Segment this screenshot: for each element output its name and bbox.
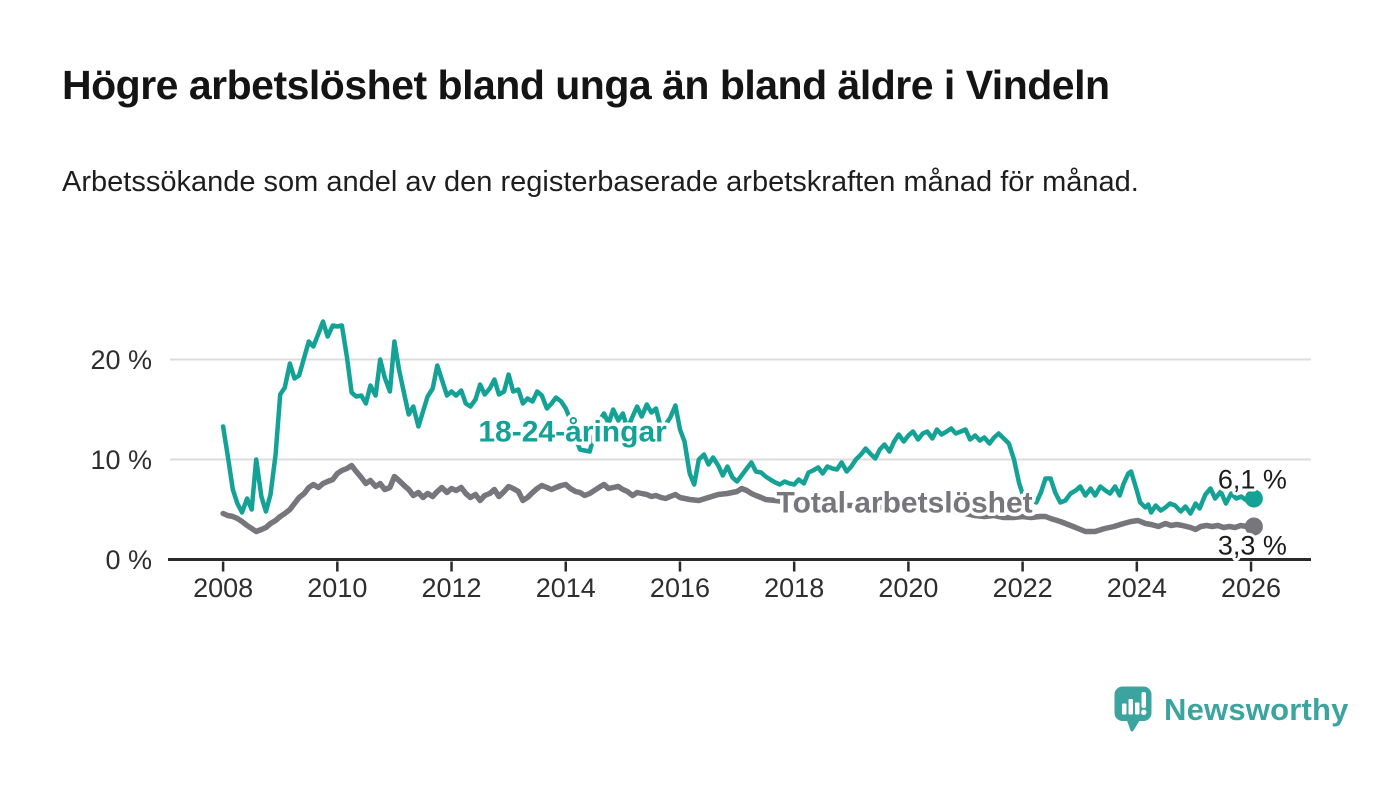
- page-title: Högre arbetslöshet bland unga än bland ä…: [62, 62, 1110, 108]
- x-tick-label: 2020: [878, 573, 938, 603]
- brand-name: Newsworthy: [1164, 692, 1349, 727]
- x-tick-label: 2018: [764, 573, 824, 603]
- series-end-dot: [1244, 517, 1263, 536]
- series-label: Total arbetslöshet: [776, 487, 1032, 520]
- series-line-Total arbetslöshet: [220, 462, 1257, 535]
- x-tick-label: 2016: [650, 573, 710, 603]
- newsworthy-logo-icon: [1114, 686, 1152, 732]
- x-tick-label: 2014: [536, 573, 596, 603]
- x-tick-label: 2008: [193, 573, 253, 603]
- x-tick-label: 2022: [993, 573, 1053, 603]
- y-tick-label: 20 %: [90, 345, 152, 375]
- series-line-18-24-åringar: [220, 319, 1257, 516]
- x-tick-label: 2024: [1107, 573, 1167, 603]
- x-tick-label: 2026: [1221, 573, 1281, 603]
- brand-footer: Newsworthy: [1114, 684, 1349, 736]
- y-tick-label: 0 %: [105, 545, 152, 575]
- page-subtitle: Arbetssökande som andel av den registerb…: [62, 166, 1139, 198]
- x-tick-label: 2012: [421, 573, 481, 603]
- series-label: 18-24-åringar: [478, 416, 667, 449]
- series-end-value-label: 3,3 %: [1218, 531, 1287, 561]
- series-end-value-label: 6,1 %: [1218, 465, 1287, 495]
- x-tick-label: 2010: [307, 573, 367, 603]
- y-tick-label: 10 %: [90, 445, 152, 475]
- series-end-dot: [1244, 489, 1263, 508]
